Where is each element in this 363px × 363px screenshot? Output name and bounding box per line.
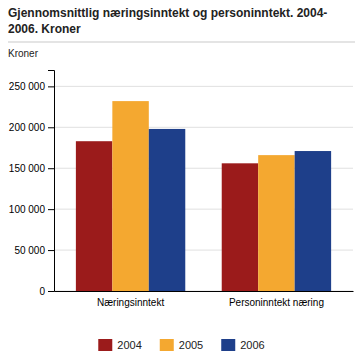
y-tick-label: 50 000	[14, 245, 45, 256]
legend-item: 2004	[98, 339, 141, 351]
legend-label: 2005	[179, 339, 203, 351]
legend-swatch	[221, 339, 235, 351]
y-tick-mark	[48, 86, 54, 87]
bar	[295, 151, 331, 291]
bar	[149, 129, 185, 291]
x-tick-label: Næringsinntekt	[97, 297, 164, 308]
x-axis-line	[55, 291, 354, 292]
y-tick-mark	[48, 168, 54, 169]
x-axis: Næringsinntekt Personinntekt næring	[55, 292, 354, 309]
legend-item: 2005	[160, 339, 203, 351]
chart-container: Gjennomsnittlig næringsinntekt og person…	[0, 0, 363, 363]
bar-series	[112, 101, 294, 291]
y-axis-line	[48, 71, 55, 292]
legend-label: 2004	[117, 339, 141, 351]
y-tick-mark	[48, 250, 54, 251]
bars	[76, 101, 331, 291]
grid-line	[54, 127, 353, 128]
chart-svg: Gjennomsnittlig næringsinntekt og person…	[0, 0, 363, 363]
y-axis: 0 50 000 100 000 150 000 200 000 250 000	[9, 71, 55, 297]
x-tick: Næringsinntekt	[97, 297, 164, 308]
x-tick-label: Personinntekt næring	[229, 297, 324, 308]
y-tick: 100 000	[9, 204, 54, 215]
bar	[222, 163, 258, 291]
y-tick: 200 000	[9, 122, 54, 133]
legend-label: 2006	[240, 339, 264, 351]
y-tick-label: 150 000	[9, 163, 46, 174]
plot: 0 50 000 100 000 150 000 200 000 250 000 Nærin…	[9, 71, 354, 309]
y-tick-mark	[48, 127, 54, 128]
y-tick: 150 000	[9, 163, 54, 174]
legend-swatch	[98, 339, 112, 351]
bar	[76, 141, 112, 291]
legend-item: 2006	[221, 339, 264, 351]
y-tick: 0	[39, 286, 54, 297]
y-tick-label: 0	[39, 286, 45, 297]
y-tick-label: 200 000	[9, 122, 46, 133]
x-tick: Personinntekt næring	[229, 297, 324, 308]
grid	[54, 86, 353, 291]
bar-series	[149, 129, 331, 291]
bar	[112, 101, 148, 291]
y-tick-mark	[48, 291, 54, 292]
bar	[258, 155, 294, 291]
title: Gjennomsnittlig næringsinntekt og person…	[8, 6, 327, 20]
title-line-2: 2006. Kroner	[8, 22, 81, 36]
legend: 2004 2005 2006	[98, 339, 264, 351]
y-tick: 50 000	[14, 245, 54, 256]
y-tick-mark	[48, 209, 54, 210]
y-tick-label: 250 000	[9, 81, 46, 92]
y-tick-label: 100 000	[9, 204, 46, 215]
y-tick: 250 000	[9, 81, 54, 92]
grid-line	[54, 86, 353, 87]
legend-swatch	[160, 339, 174, 351]
y-axis-label: Kroner	[8, 48, 39, 59]
separator	[8, 42, 355, 43]
